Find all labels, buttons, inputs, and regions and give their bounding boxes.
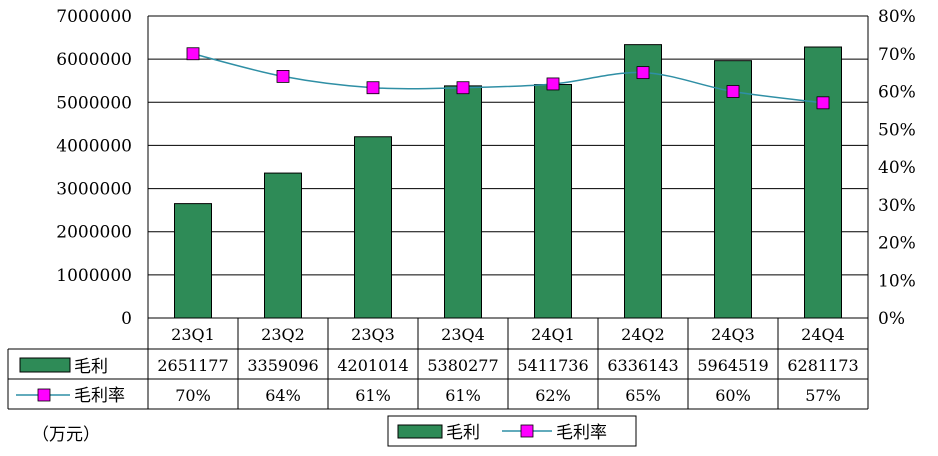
category-label: 24Q3 [711,325,755,344]
margin-marker-24Q2 [636,66,650,80]
y-right-tick-label: 50% [878,120,916,140]
y-left-tick-label: 5000000 [56,93,132,113]
y-left-tick-label: 1000000 [56,266,132,286]
axes: 0 1000000 2000000 3000000 4000000 5000000 6000… [56,7,916,329]
legend-marker-swatch [520,424,534,438]
bar-23Q4 [444,85,482,319]
data-table: 23Q1 23Q2 23Q3 23Q4 24Q1 24Q2 24Q3 24Q4 2651177 3… [7,317,869,410]
margin-marker-24Q3 [726,85,740,98]
y-left-tick-label: 3000000 [56,180,132,200]
category-label: 24Q4 [801,325,845,344]
y-left-tick-label: 6000000 [56,50,132,70]
category-label: 23Q3 [351,325,395,344]
gross-profit-value: 4201014 [337,356,408,375]
row-label-gross-profit: 毛利 [74,357,108,377]
y-right-tick-label: 70% [878,45,916,65]
category-label: 24Q2 [621,325,665,344]
gross-margin-value: 60% [715,386,751,405]
gross-profit-value: 5964519 [697,356,768,375]
gross-margin-value: 61% [445,386,481,405]
y-right-tick-label: 30% [878,196,916,216]
gross-profit-value: 6336143 [607,356,678,375]
y-right-tick-label: 80% [878,7,916,27]
row-key-bar-swatch [19,357,71,373]
y-right-tick-label: 60% [878,83,916,103]
margin-line-path [192,53,824,104]
legend-bar-swatch [397,424,443,439]
bar-23Q2 [264,172,302,319]
legend-label-gross-margin: 毛利率 [556,423,607,443]
bar-24Q1 [534,84,572,319]
category-label: 23Q2 [261,325,305,344]
gross-margin-value: 61% [355,386,391,405]
gross-profit-value: 5411736 [517,356,588,375]
margin-marker-23Q1 [186,47,200,61]
y-right-tick-label: 10% [878,271,916,291]
y-left-tick-label: 2000000 [56,223,132,243]
bar-24Q4 [804,46,842,319]
gross-profit-value: 2651177 [157,356,228,375]
margin-marker-23Q3 [366,81,380,95]
category-label: 24Q1 [531,325,575,344]
y-right-tick-label: 20% [878,234,916,254]
y-right-tick-label: 0% [878,309,905,329]
bar-23Q1 [174,203,212,319]
legend: 毛利 毛利率 [387,415,637,447]
bar-23Q3 [354,136,392,319]
y-right-tick-label: 40% [878,158,916,178]
gross-margin-value: 57% [805,386,841,405]
row-key-marker [37,388,51,402]
legend-label-gross-profit: 毛利 [446,423,480,443]
y-left-tick-label: 4000000 [56,136,132,156]
category-label: 23Q1 [171,325,215,344]
gross-profit-bars [174,44,842,319]
y-left-tick-label: 0 [121,309,132,329]
row-label-gross-margin: 毛利率 [74,386,125,406]
gross-margin-value: 62% [535,386,571,405]
gross-profit-value: 5380277 [427,356,498,375]
unit-label: （万元） [32,425,100,445]
gross-profit-value: 3359096 [247,356,318,375]
bar-24Q3 [714,60,752,319]
gross-margin-value: 64% [265,386,301,405]
gross-margin-value: 65% [625,386,661,405]
gross-margin-value: 70% [175,386,211,405]
bar-24Q2 [624,44,662,319]
margin-marker-24Q4 [816,96,830,110]
margin-marker-23Q2 [276,70,290,83]
gridlines [148,15,868,319]
category-label: 23Q4 [441,325,485,344]
gross-margin-line [186,47,830,110]
y-left-tick-label: 7000000 [56,7,132,27]
margin-marker-24Q1 [546,77,560,91]
gross-profit-value: 6281173 [787,356,858,375]
margin-marker-23Q4 [456,81,470,95]
